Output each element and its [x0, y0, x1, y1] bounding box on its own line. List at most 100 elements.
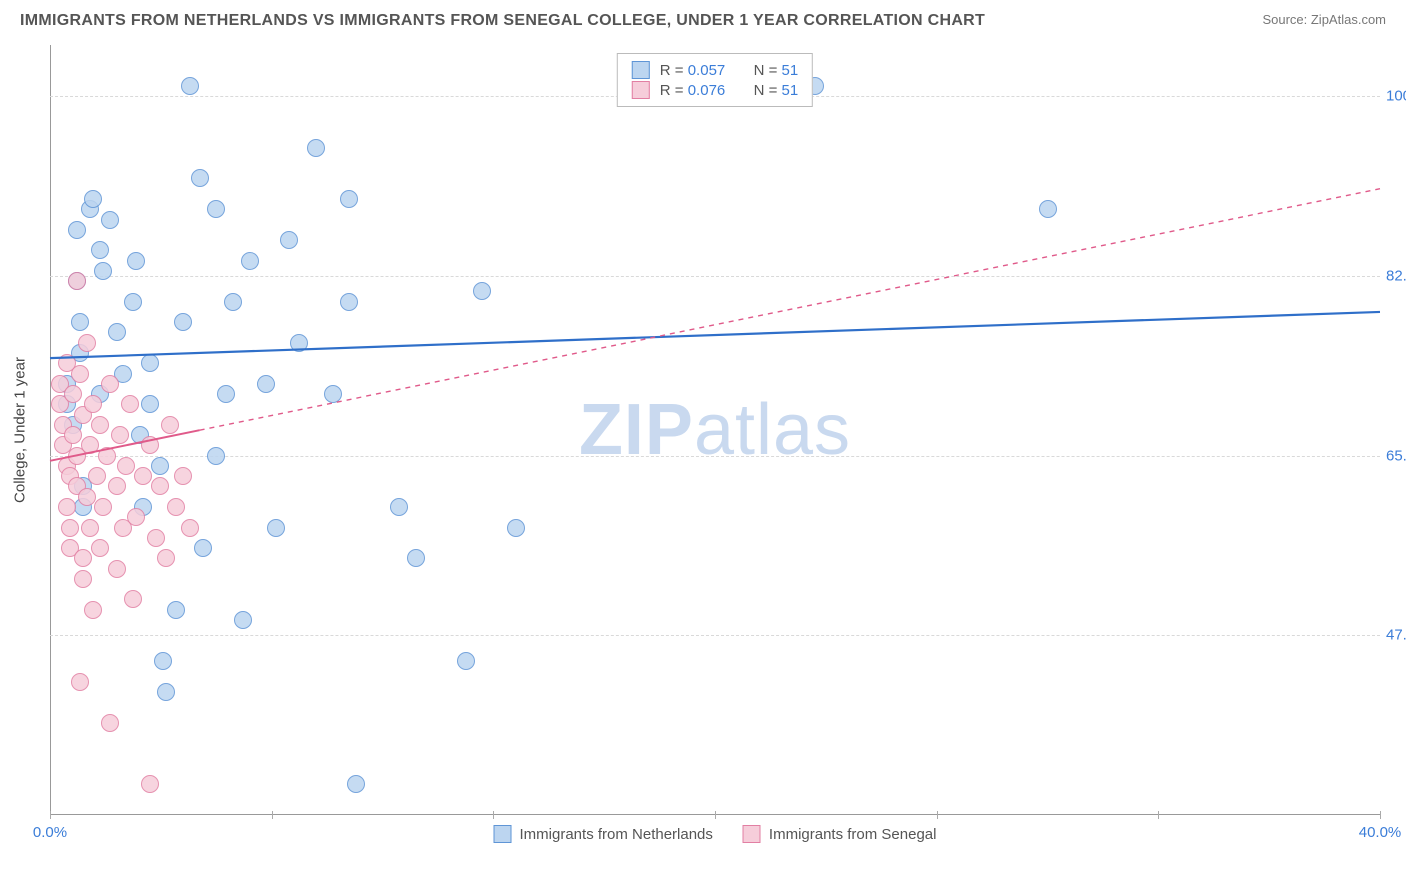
data-point-netherlands [181, 77, 199, 95]
data-point-senegal [141, 436, 159, 454]
data-point-senegal [64, 385, 82, 403]
legend-item: Immigrants from Netherlands [494, 825, 713, 843]
stat-r: R = 0.057 [660, 62, 725, 79]
data-point-netherlands [191, 169, 209, 187]
data-point-senegal [101, 714, 119, 732]
data-point-netherlands [127, 252, 145, 270]
data-point-netherlands [234, 611, 252, 629]
data-point-netherlands [157, 683, 175, 701]
data-point-netherlands [307, 139, 325, 157]
data-point-senegal [117, 457, 135, 475]
data-point-senegal [98, 447, 116, 465]
legend-swatch [743, 825, 761, 843]
data-point-senegal [134, 467, 152, 485]
data-point-netherlands [71, 313, 89, 331]
stat-r: R = 0.076 [660, 82, 725, 99]
data-point-senegal [71, 673, 89, 691]
legend-item: Immigrants from Senegal [743, 825, 937, 843]
legend-label: Immigrants from Senegal [769, 826, 937, 843]
data-point-senegal [101, 375, 119, 393]
data-point-senegal [61, 519, 79, 537]
data-point-senegal [64, 426, 82, 444]
data-point-senegal [78, 488, 96, 506]
legend-series: Immigrants from Netherlands Immigrants fr… [494, 825, 937, 843]
data-point-netherlands [194, 539, 212, 557]
data-point-netherlands [141, 354, 159, 372]
data-point-netherlands [101, 211, 119, 229]
y-tick-label: 100.0% [1386, 88, 1406, 105]
y-tick-label: 82.5% [1386, 268, 1406, 285]
data-point-senegal [167, 498, 185, 516]
data-point-netherlands [207, 200, 225, 218]
data-point-netherlands [267, 519, 285, 537]
data-point-netherlands [84, 190, 102, 208]
legend-label: Immigrants from Netherlands [520, 826, 713, 843]
data-point-netherlands [174, 313, 192, 331]
legend-stat-row: R = 0.076 N = 51 [632, 80, 798, 100]
data-point-netherlands [94, 262, 112, 280]
data-point-netherlands [390, 498, 408, 516]
data-point-senegal [68, 272, 86, 290]
data-point-senegal [147, 529, 165, 547]
data-point-senegal [181, 519, 199, 537]
data-point-senegal [81, 519, 99, 537]
data-point-netherlands [347, 775, 365, 793]
data-point-netherlands [241, 252, 259, 270]
stat-n: N = 51 [754, 62, 799, 79]
data-point-senegal [121, 395, 139, 413]
data-point-senegal [84, 601, 102, 619]
data-point-senegal [127, 508, 145, 526]
data-point-netherlands [257, 375, 275, 393]
data-point-senegal [161, 416, 179, 434]
data-point-netherlands [91, 241, 109, 259]
legend-swatch [632, 81, 650, 99]
y-tick-label: 47.5% [1386, 627, 1406, 644]
data-point-senegal [58, 498, 76, 516]
data-point-senegal [74, 549, 92, 567]
data-point-senegal [88, 467, 106, 485]
data-point-netherlands [473, 282, 491, 300]
data-point-netherlands [167, 601, 185, 619]
legend-stat-row: R = 0.057 N = 51 [632, 60, 798, 80]
data-point-netherlands [141, 395, 159, 413]
data-point-netherlands [340, 293, 358, 311]
data-point-netherlands [224, 293, 242, 311]
data-point-senegal [174, 467, 192, 485]
data-point-netherlands [151, 457, 169, 475]
data-point-senegal [91, 416, 109, 434]
legend-stats: R = 0.057 N = 51R = 0.076 N = 51 [617, 53, 813, 107]
data-point-senegal [71, 365, 89, 383]
data-point-netherlands [324, 385, 342, 403]
data-point-netherlands [1039, 200, 1057, 218]
data-point-senegal [151, 477, 169, 495]
data-point-netherlands [124, 293, 142, 311]
data-point-senegal [84, 395, 102, 413]
data-point-netherlands [207, 447, 225, 465]
data-point-senegal [94, 498, 112, 516]
y-tick-label: 65.0% [1386, 447, 1406, 464]
data-point-senegal [81, 436, 99, 454]
data-point-netherlands [507, 519, 525, 537]
y-axis-label: College, Under 1 year [12, 357, 29, 503]
data-point-senegal [74, 570, 92, 588]
data-point-netherlands [108, 323, 126, 341]
data-point-netherlands [68, 221, 86, 239]
data-point-netherlands [340, 190, 358, 208]
data-point-senegal [108, 477, 126, 495]
data-point-senegal [157, 549, 175, 567]
data-point-netherlands [280, 231, 298, 249]
plot-area: College, Under 1 year ZIPatlas 47.5%65.0… [50, 45, 1380, 815]
data-point-senegal [78, 334, 96, 352]
chart-title: IMMIGRANTS FROM NETHERLANDS VS IMMIGRANT… [20, 12, 985, 30]
data-point-netherlands [457, 652, 475, 670]
data-point-senegal [108, 560, 126, 578]
legend-swatch [494, 825, 512, 843]
data-point-senegal [111, 426, 129, 444]
source-label: Source: ZipAtlas.com [1262, 12, 1386, 27]
data-point-senegal [124, 590, 142, 608]
data-point-netherlands [154, 652, 172, 670]
x-tick-label: 0.0% [33, 824, 67, 841]
x-tick [1380, 811, 1381, 819]
stat-n: N = 51 [754, 82, 799, 99]
legend-swatch [632, 61, 650, 79]
